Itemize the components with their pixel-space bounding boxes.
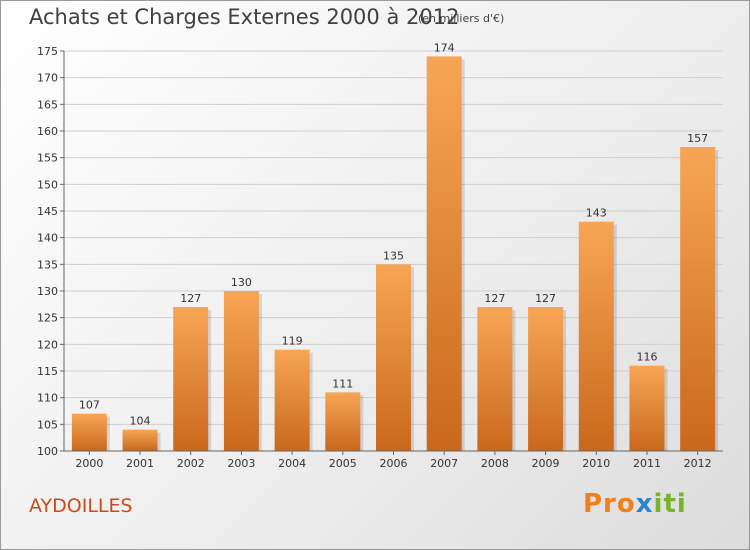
bar-value-label: 174 xyxy=(434,41,455,54)
town-name: AYDOILLES xyxy=(29,495,133,517)
x-tick-label: 2011 xyxy=(633,457,661,470)
bar-value-label: 157 xyxy=(687,132,708,145)
y-tick-label: 165 xyxy=(37,98,58,111)
bar-value-label: 127 xyxy=(535,292,556,305)
bar xyxy=(528,307,564,451)
y-tick-label: 115 xyxy=(37,365,58,378)
y-tick-label: 150 xyxy=(37,178,58,191)
bar xyxy=(71,413,107,451)
y-tick-label: 120 xyxy=(37,338,58,351)
bar-value-label: 135 xyxy=(383,249,404,262)
bar-value-label: 127 xyxy=(484,292,505,305)
x-axis: 2000 2001 2002 2003 2004 2005 2006 2007 2008 2009… xyxy=(64,450,723,470)
bar-value-label: 107 xyxy=(79,399,100,412)
bar-value-label: 127 xyxy=(180,292,201,305)
x-tick-label: 2007 xyxy=(430,457,458,470)
x-tick-label: 2009 xyxy=(532,457,560,470)
bar-value-label: 104 xyxy=(130,415,151,428)
bar xyxy=(578,221,614,451)
y-tick-label: 160 xyxy=(37,125,58,138)
bar xyxy=(223,291,259,451)
bar xyxy=(629,365,665,451)
y-tick-label: 110 xyxy=(37,392,58,405)
x-tick-label: 2008 xyxy=(481,457,509,470)
bar xyxy=(274,349,310,451)
bars: 107 104 127 130 119 111 135 174 127 127 143 116 157 xyxy=(71,41,719,451)
bar xyxy=(376,264,411,451)
x-tick-label: 2006 xyxy=(380,457,408,470)
y-tick-label: 135 xyxy=(37,258,58,271)
bar-value-label: 116 xyxy=(636,351,657,364)
x-tick-label: 2010 xyxy=(582,457,610,470)
bar xyxy=(173,307,209,451)
bar-value-label: 119 xyxy=(282,335,303,348)
chart-unit: (en milliers d'€) xyxy=(418,12,505,25)
x-tick-label: 2002 xyxy=(177,457,205,470)
bar-value-label: 130 xyxy=(231,276,252,289)
x-tick-label: 2000 xyxy=(75,457,103,470)
y-tick-label: 130 xyxy=(37,285,58,298)
x-tick-label: 2005 xyxy=(329,457,357,470)
y-tick-label: 175 xyxy=(37,45,58,58)
y-tick-label: 155 xyxy=(37,152,58,165)
y-tick-label: 105 xyxy=(37,418,58,431)
bar-value-label: 111 xyxy=(332,377,353,390)
bar xyxy=(680,147,716,451)
y-tick-label: 145 xyxy=(37,205,58,218)
x-tick-label: 2001 xyxy=(126,457,154,470)
bar-value-label: 143 xyxy=(586,207,607,220)
bar xyxy=(477,307,513,451)
bar xyxy=(325,392,361,451)
x-tick-label: 2003 xyxy=(227,457,255,470)
y-tick-label: 125 xyxy=(37,312,58,325)
bar xyxy=(426,56,462,451)
y-axis: 100 105 110 115 120 125 130 135 140 145 150 155 160 1… xyxy=(37,45,65,458)
y-tick-label: 100 xyxy=(37,445,58,458)
y-tick-label: 140 xyxy=(37,232,58,245)
x-tick-label: 2012 xyxy=(684,457,712,470)
bar xyxy=(122,429,158,451)
y-tick-label: 170 xyxy=(37,72,58,85)
chart-title: Achats et Charges Externes 2000 à 2012 xyxy=(29,5,460,29)
x-tick-label: 2004 xyxy=(278,457,306,470)
proxiti-logo[interactable]: Proxiti xyxy=(583,489,687,519)
